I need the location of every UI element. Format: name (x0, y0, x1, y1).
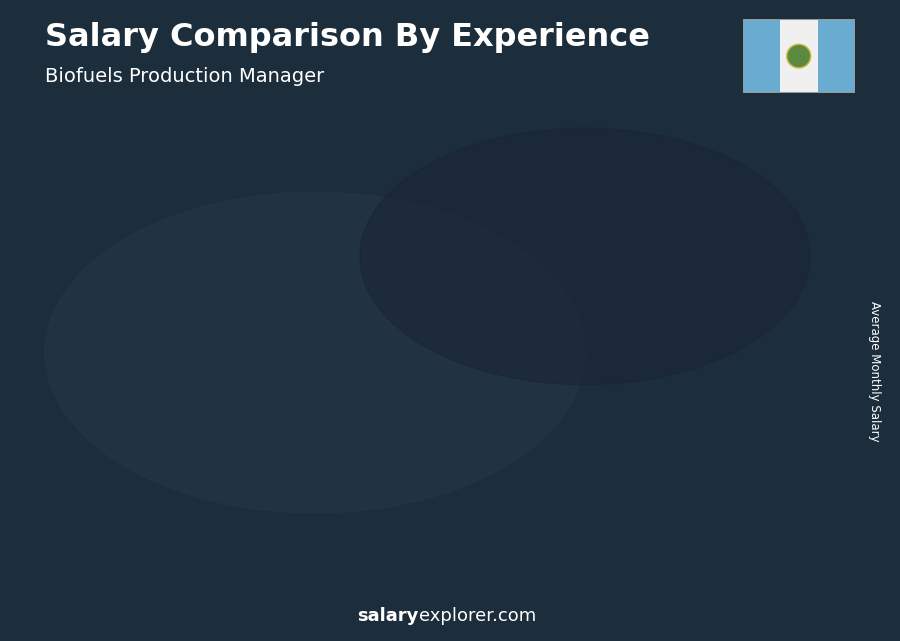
Bar (321, 416, 386, 453)
Polygon shape (137, 499, 149, 564)
Ellipse shape (45, 192, 585, 513)
Polygon shape (696, 245, 773, 257)
Bar (72, 511, 137, 564)
Text: Salary Comparison By Experience: Salary Comparison By Experience (45, 22, 650, 53)
Text: +nan%: +nan% (503, 257, 573, 275)
Polygon shape (197, 457, 274, 469)
Polygon shape (760, 245, 773, 564)
Text: salary: salary (357, 607, 418, 625)
Text: Biofuels Production Manager: Biofuels Production Manager (45, 67, 324, 87)
Polygon shape (262, 457, 274, 564)
Bar (321, 416, 386, 564)
Polygon shape (386, 404, 399, 564)
Text: Average Monthly Salary: Average Monthly Salary (868, 301, 881, 442)
Text: 0 GTQ: 0 GTQ (45, 481, 87, 495)
Bar (780, 19, 817, 93)
Text: 0 GTQ: 0 GTQ (544, 280, 586, 294)
Text: +nan%: +nan% (129, 416, 199, 434)
Bar (572, 310, 636, 373)
Bar (696, 257, 760, 564)
Text: +nan%: +nan% (253, 363, 324, 381)
Bar (197, 469, 262, 564)
Polygon shape (511, 351, 524, 564)
Ellipse shape (360, 128, 810, 385)
Bar (742, 19, 780, 93)
Polygon shape (446, 351, 524, 363)
Text: 0 GTQ: 0 GTQ (668, 227, 711, 241)
Text: 0 GTQ: 0 GTQ (169, 439, 212, 453)
Bar (72, 511, 137, 524)
Bar (197, 469, 262, 492)
Text: +nan%: +nan% (627, 204, 698, 222)
Text: 0 GTQ: 0 GTQ (294, 386, 337, 400)
Text: explorer.com: explorer.com (418, 607, 536, 625)
Polygon shape (72, 499, 149, 511)
Bar (696, 257, 760, 333)
Text: 0 GTQ: 0 GTQ (418, 333, 462, 347)
Polygon shape (572, 298, 648, 310)
Polygon shape (321, 404, 399, 416)
Polygon shape (636, 298, 648, 564)
Bar (817, 19, 855, 93)
Circle shape (787, 44, 811, 68)
Bar (572, 310, 636, 564)
Bar (446, 363, 511, 564)
Bar (446, 363, 511, 413)
Circle shape (788, 46, 809, 67)
Text: +nan%: +nan% (378, 310, 448, 328)
